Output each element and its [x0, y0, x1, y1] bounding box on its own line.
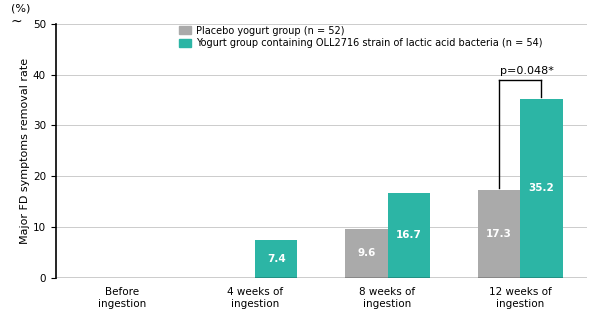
Bar [520, 99, 563, 278]
Text: ~: ~ [11, 14, 22, 28]
Bar [345, 229, 388, 278]
Text: 16.7: 16.7 [396, 230, 422, 240]
Bar [255, 240, 298, 278]
Text: p=0.048*: p=0.048* [500, 65, 554, 75]
Text: 35.2: 35.2 [529, 183, 554, 193]
Text: (%): (%) [11, 4, 30, 14]
Text: 9.6: 9.6 [357, 248, 376, 258]
Bar [478, 190, 520, 278]
Legend: Placebo yogurt group (n = 52), Yogurt group containing OLL2716 strain of lactic : Placebo yogurt group (n = 52), Yogurt gr… [178, 23, 544, 50]
Y-axis label: Major FD symptoms removal rate: Major FD symptoms removal rate [20, 58, 30, 244]
Bar [388, 193, 430, 278]
Text: 7.4: 7.4 [267, 254, 286, 264]
Text: 17.3: 17.3 [486, 228, 512, 239]
